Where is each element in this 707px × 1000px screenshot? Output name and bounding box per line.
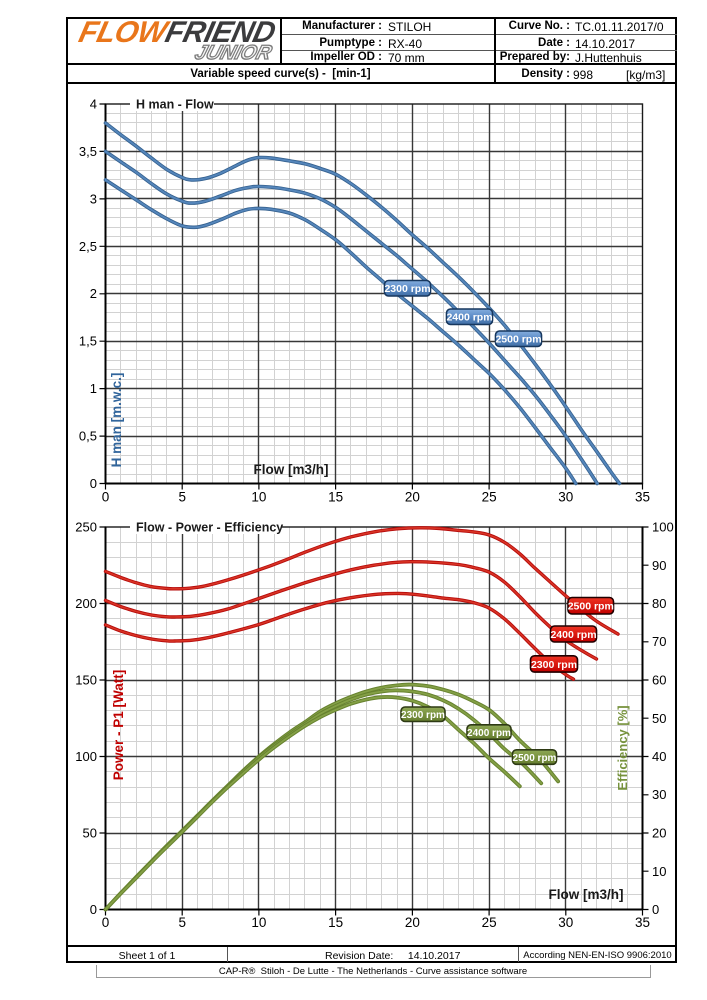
svg-text:5: 5	[178, 490, 186, 505]
svg-text:4: 4	[90, 97, 97, 112]
svg-text:80: 80	[652, 596, 666, 611]
svg-text:0: 0	[90, 476, 97, 491]
svg-text:15: 15	[328, 915, 343, 930]
svg-text:3,5: 3,5	[79, 144, 97, 159]
svg-text:2300 rpm: 2300 rpm	[401, 710, 445, 721]
svg-text:2300 rpm: 2300 rpm	[531, 659, 577, 671]
svg-text:Power - P1 [Watt]: Power - P1 [Watt]	[111, 670, 126, 781]
svg-text:5: 5	[178, 915, 186, 930]
svg-text:30: 30	[558, 915, 573, 930]
svg-text:Efficiency [%]: Efficiency [%]	[615, 705, 630, 790]
svg-text:2400 rpm: 2400 rpm	[467, 728, 511, 739]
svg-text:Flow [m3/h]: Flow [m3/h]	[254, 462, 329, 477]
svg-text:35: 35	[635, 490, 650, 505]
svg-text:3: 3	[90, 191, 97, 206]
svg-text:20: 20	[405, 915, 420, 930]
svg-text:Flow - Power - Efficiency: Flow - Power - Efficiency	[136, 521, 283, 535]
svg-text:60: 60	[652, 673, 666, 688]
svg-text:70: 70	[652, 634, 666, 649]
svg-text:0: 0	[102, 915, 110, 930]
svg-text:Flow [m3/h]: Flow [m3/h]	[549, 887, 624, 902]
svg-text:0,5: 0,5	[79, 429, 97, 444]
svg-text:10: 10	[652, 864, 666, 879]
svg-text:0: 0	[102, 490, 110, 505]
svg-text:2500 rpm: 2500 rpm	[495, 334, 541, 346]
svg-text:1: 1	[90, 381, 97, 396]
svg-text:2400 rpm: 2400 rpm	[550, 629, 596, 641]
svg-text:30: 30	[558, 490, 573, 505]
svg-text:1,5: 1,5	[79, 334, 97, 349]
svg-text:2500 rpm: 2500 rpm	[568, 601, 614, 613]
svg-text:150: 150	[75, 673, 97, 688]
svg-text:100: 100	[75, 749, 97, 764]
svg-text:30: 30	[652, 787, 666, 802]
svg-text:2400 rpm: 2400 rpm	[446, 312, 492, 324]
svg-text:40: 40	[652, 749, 666, 764]
svg-text:2,5: 2,5	[79, 239, 97, 254]
svg-text:2500 rpm: 2500 rpm	[513, 753, 557, 764]
svg-text:2: 2	[90, 286, 97, 301]
svg-text:2300 rpm: 2300 rpm	[384, 283, 430, 295]
svg-text:200: 200	[75, 596, 97, 611]
svg-text:250: 250	[75, 520, 97, 535]
svg-text:H man [m.w.c.]: H man [m.w.c.]	[109, 373, 124, 468]
svg-text:50: 50	[83, 826, 97, 841]
svg-text:90: 90	[652, 558, 666, 573]
svg-text:10: 10	[251, 490, 266, 505]
svg-text:0: 0	[652, 902, 659, 917]
svg-text:10: 10	[251, 915, 266, 930]
svg-text:25: 25	[482, 915, 497, 930]
svg-text:50: 50	[652, 711, 666, 726]
svg-text:H man - Flow: H man - Flow	[136, 98, 214, 112]
svg-text:0: 0	[90, 902, 97, 917]
svg-text:35: 35	[635, 915, 650, 930]
svg-text:20: 20	[652, 826, 666, 841]
svg-text:20: 20	[405, 490, 420, 505]
svg-text:25: 25	[482, 490, 497, 505]
svg-text:15: 15	[328, 490, 343, 505]
svg-text:100: 100	[652, 520, 674, 535]
